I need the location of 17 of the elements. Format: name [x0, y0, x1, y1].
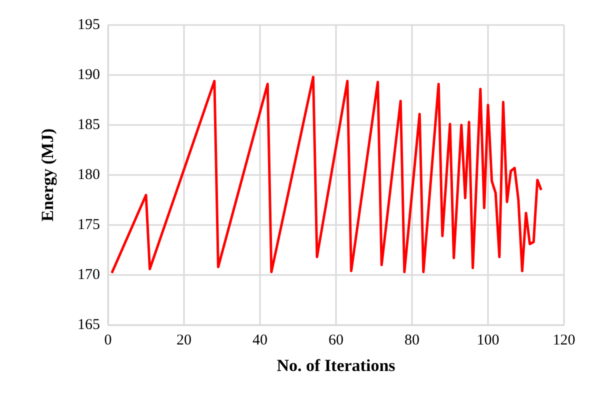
x-axis-title: No. of Iterations: [276, 356, 396, 375]
y-tick-label: 170: [78, 267, 100, 283]
x-tick-label: 20: [176, 332, 192, 348]
y-tick-label: 165: [78, 317, 100, 333]
line-series: [110, 76, 542, 274]
y-tick-label: 195: [78, 17, 100, 33]
x-tick-label: 60: [328, 332, 344, 348]
x-tick-label: 80: [404, 332, 420, 348]
x-tick-label: 100: [476, 332, 500, 348]
y-tick-label: 180: [78, 167, 100, 183]
y-tick-label: 190: [78, 67, 100, 83]
x-tick-label: 40: [252, 332, 268, 348]
x-tick-label: 120: [552, 332, 576, 348]
x-tick-label: 0: [104, 332, 112, 348]
y-tick-label: 175: [78, 217, 100, 233]
y-tick-label: 185: [78, 117, 100, 133]
y-axis-title: Energy (MJ): [38, 128, 57, 222]
